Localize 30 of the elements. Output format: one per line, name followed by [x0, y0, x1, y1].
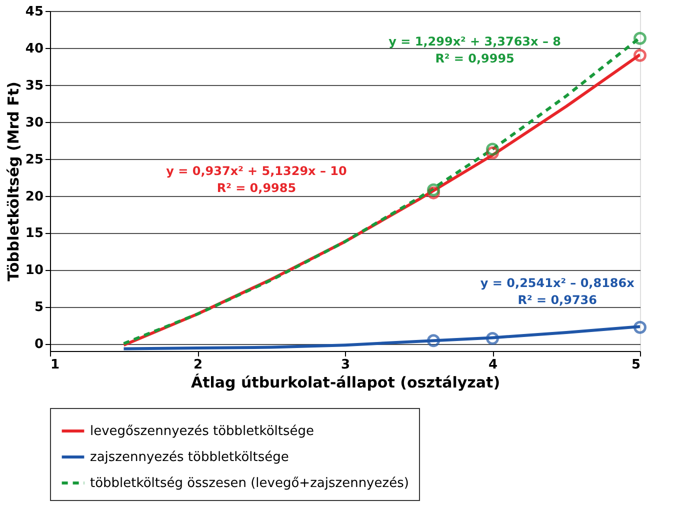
y-tick-label: 20 [25, 189, 44, 204]
y-tick-label: 45 [25, 4, 44, 20]
x-tick-label: 3 [340, 358, 350, 372]
point [634, 32, 646, 45]
point [427, 334, 440, 348]
y-tick-label: 30 [25, 115, 44, 130]
y-tick-label: 25 [25, 152, 44, 168]
x-tick-label: 1 [50, 358, 60, 372]
x-tick-label: 2 [193, 358, 203, 372]
annotation: y = 0,2541x² – 0,8186x R² = 0,9736 [480, 276, 635, 307]
y-tick-label: 0 [34, 337, 44, 352]
annotation: y = 0,937x² + 5,1329x – 10 R² = 0,9985 [166, 164, 347, 195]
point [634, 320, 646, 334]
x-tick-label: 5 [631, 358, 640, 372]
point [427, 183, 440, 196]
legend-label: többletköltség összesen (levegő+zajszennyezés) [90, 476, 409, 491]
y-tick-label: 5 [34, 300, 44, 316]
y-tick-label: 10 [25, 263, 44, 278]
legend-label: zajszennyezés többletköltsége [90, 450, 289, 465]
annotation: y = 1,299x² + 3,3763x – 8 R² = 0,9995 [388, 34, 561, 66]
point [634, 48, 646, 62]
point [486, 332, 499, 345]
point [486, 142, 499, 156]
legend-label: levegőszennyezés többletköltsége [90, 424, 314, 439]
y-tick-label: 40 [25, 41, 44, 56]
x-tick-label: 4 [488, 358, 498, 372]
y-axis-title: Többletköltség (Mrd Ft) [4, 82, 22, 282]
y-tick-label: 15 [25, 226, 44, 242]
y-tick-label: 35 [25, 78, 44, 94]
x-axis-title: Átlag útburkolat-állapot (osztályzat) [190, 374, 500, 392]
